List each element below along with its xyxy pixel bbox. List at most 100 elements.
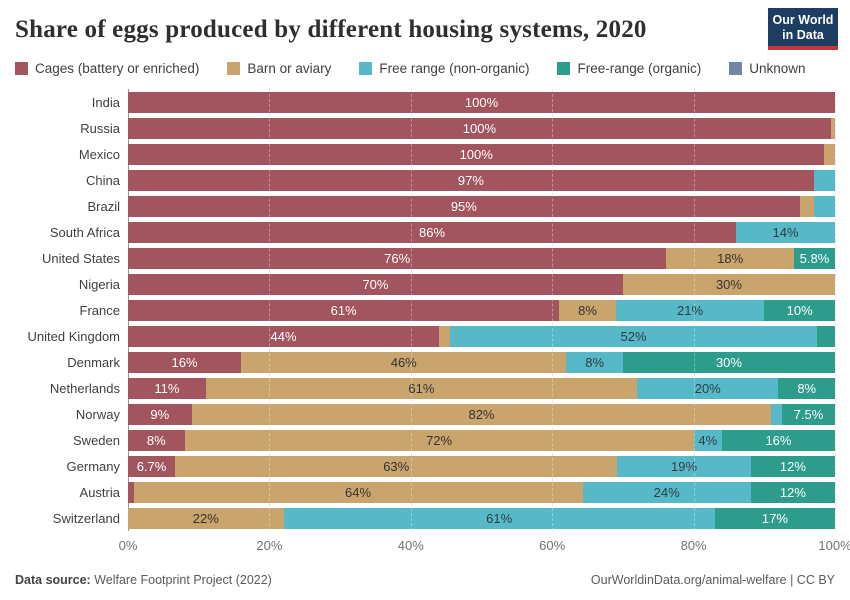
bar-segment[interactable]: 19% [617, 455, 751, 477]
bar-segment[interactable]: 12% [750, 481, 835, 503]
segment-value-label: 10% [786, 302, 813, 318]
bar-segment[interactable]: 82% [191, 403, 772, 425]
bar-segment[interactable] [824, 143, 835, 165]
segment-value-label: 24% [653, 484, 680, 500]
stacked-bar: 97% [128, 169, 835, 191]
legend-swatch-icon [359, 62, 373, 76]
segment-value-label: 8% [585, 354, 605, 370]
bar-segment[interactable]: 9% [128, 403, 192, 425]
bar-segment[interactable]: 14% [736, 221, 835, 243]
bar-segment[interactable]: 22% [128, 507, 284, 529]
bar-segment[interactable]: 10% [764, 299, 835, 321]
bar-segment[interactable]: 95% [128, 195, 800, 217]
bar-segment[interactable]: 64% [133, 481, 583, 503]
bar-segment[interactable]: 44% [128, 325, 440, 347]
legend-label: Free-range (organic) [577, 61, 702, 77]
bar-segment[interactable]: 24% [582, 481, 751, 503]
bar-segment[interactable]: 100% [128, 91, 835, 113]
bar-segment[interactable]: 8% [128, 429, 185, 451]
legend-item-1[interactable]: Barn or aviary [227, 61, 331, 76]
bar-segment[interactable]: 30% [622, 273, 835, 295]
segment-value-label: 8% [578, 302, 597, 318]
bar-segment[interactable]: 6.7% [128, 455, 176, 477]
bar-segment[interactable]: 100% [128, 117, 831, 139]
bar-row-austria: 64% 24% 12% [128, 479, 835, 505]
legend-item-4[interactable]: Unknown [729, 61, 806, 76]
bar-segment[interactable]: 12% [750, 455, 835, 477]
bar-segment[interactable]: 30% [622, 351, 835, 373]
stacked-bar: 100% [128, 91, 835, 113]
bar-segment[interactable]: 16% [128, 351, 242, 373]
plot-area: 100% 100% 100% 97% 95% 86% 14% 76% 18% 5.8% 70% 30%… [128, 89, 836, 532]
bar-row-denmark: 16% 46% 8% 30% [128, 349, 835, 375]
bar-segment[interactable]: 8% [566, 351, 623, 373]
bar-segment[interactable]: 61% [128, 299, 560, 321]
bar-segment[interactable]: 20% [637, 377, 779, 399]
citation-link[interactable]: OurWorldinData.org/animal-welfare | CC B… [590, 573, 835, 587]
segment-value-label: 86% [418, 224, 446, 240]
row-label-switzerland: Switzerland [52, 510, 120, 526]
segment-value-label: 100% [462, 120, 496, 136]
bar-segment[interactable]: 100% [128, 143, 825, 165]
stacked-bar: 100% [128, 117, 835, 139]
x-tick-60: 60% [539, 538, 566, 554]
bar-segment[interactable] [813, 195, 835, 217]
data-source-label: Data source: [15, 573, 91, 587]
legend-swatch-icon [15, 62, 28, 76]
legend-item-2[interactable]: Free range (non-organic) [359, 61, 529, 76]
bar-segment[interactable]: 5.8% [793, 247, 835, 269]
bar-segment[interactable] [830, 117, 835, 139]
bar-segment[interactable]: 4% [693, 429, 722, 451]
legend-item-0[interactable]: Cages (battery or enriched) [15, 61, 199, 76]
segment-value-label: 12% [779, 484, 806, 500]
row-label-sweden: Sweden [73, 432, 120, 448]
bar-segment[interactable]: 16% [721, 429, 836, 451]
stacked-bar: 44% 52% [128, 325, 835, 347]
bar-segment[interactable]: 18% [666, 247, 794, 269]
bar-segment[interactable] [817, 325, 835, 347]
bar-row-france: 61% 8% 21% 10% [128, 297, 835, 323]
bar-row-united-states: 76% 18% 5.8% [128, 245, 835, 271]
bar-segment[interactable]: 70% [128, 273, 623, 295]
bar-segment[interactable]: 46% [241, 351, 567, 373]
row-label-china: China [86, 172, 120, 188]
bar-segment[interactable]: 76% [128, 247, 667, 269]
bar-segment[interactable]: 8% [559, 299, 616, 321]
bar-segment[interactable] [439, 325, 450, 347]
row-label-south-africa: South Africa [49, 224, 120, 240]
bar-segment[interactable]: 72% [184, 429, 694, 451]
bar-segment[interactable] [771, 403, 782, 425]
bar-segment[interactable] [813, 169, 835, 191]
bar-segment[interactable]: 61% [205, 377, 638, 399]
stacked-bar: 70% 30% [128, 273, 835, 295]
bar-segment[interactable]: 63% [175, 455, 618, 477]
bar-segment[interactable]: 21% [615, 299, 765, 321]
bar-segment[interactable]: 8% [778, 377, 835, 399]
segment-value-label: 30% [715, 276, 742, 292]
bar-segment[interactable]: 61% [283, 507, 715, 529]
segment-value-label: 16% [765, 432, 792, 448]
bar-segment[interactable]: 11% [128, 377, 206, 399]
stacked-bar: 22% 61% 17% [128, 507, 835, 529]
stacked-bar: 64% 24% 12% [128, 481, 835, 503]
owid-logo: Our World in Data [768, 8, 838, 50]
bar-segment[interactable]: 7.5% [781, 403, 835, 425]
bar-segment[interactable] [799, 195, 814, 217]
bar-row-norway: 9% 82% 7.5% [128, 401, 835, 427]
segment-value-label: 82% [468, 406, 495, 422]
bar-segment[interactable] [128, 481, 134, 503]
row-label-nigeria: Nigeria [78, 276, 120, 292]
bar-segment[interactable]: 17% [714, 507, 835, 529]
bar-segment[interactable]: 86% [128, 221, 737, 243]
legend-item-3[interactable]: Free-range (organic) [557, 61, 701, 76]
bar-row-switzerland: 22% 61% 17% [128, 505, 835, 531]
segment-value-label: 14% [772, 224, 799, 240]
segment-value-label: 30% [715, 354, 742, 370]
segment-value-label: 12% [779, 458, 806, 474]
bar-segment[interactable]: 52% [449, 325, 818, 347]
bar-row-sweden: 8% 72% 4% 16% [128, 427, 836, 453]
segment-value-label: 22% [192, 510, 219, 526]
owid-logo-line2: in Data [782, 28, 824, 42]
stacked-bar: 100% [128, 143, 835, 165]
bar-segment[interactable]: 97% [128, 169, 814, 191]
